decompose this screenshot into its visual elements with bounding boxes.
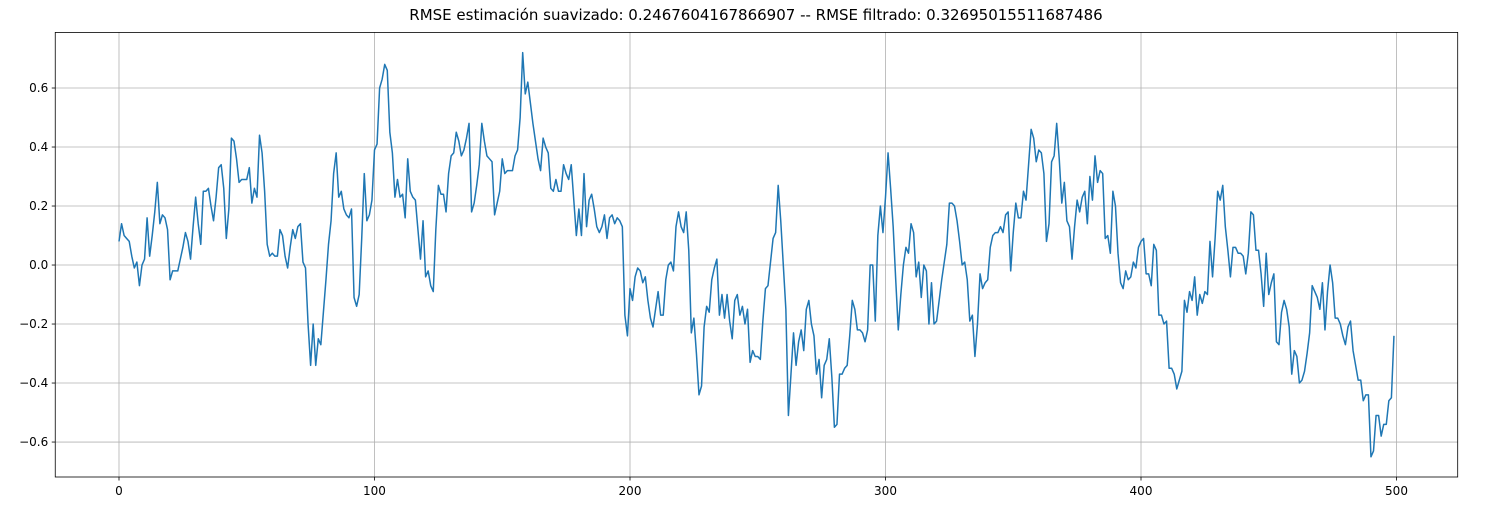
y-tick-label: −0.2 (19, 317, 48, 331)
y-tick-label: 0.0 (29, 258, 48, 272)
x-tick-label: 0 (115, 484, 123, 498)
y-tick-label: 0.2 (29, 199, 48, 213)
y-tick-label: 0.4 (29, 140, 48, 154)
x-tick-label: 500 (1385, 484, 1408, 498)
x-tick-label: 100 (363, 484, 386, 498)
data-line (118, 51, 1395, 458)
chart-title: RMSE estimación suavizado: 0.24676041678… (409, 6, 1102, 24)
y-tick-label: −0.4 (19, 376, 48, 390)
x-tick-label: 200 (619, 484, 642, 498)
y-tick-label: −0.6 (19, 435, 48, 449)
x-tick-label: 400 (1130, 484, 1153, 498)
x-tick-label: 300 (874, 484, 897, 498)
y-tick-label: 0.6 (29, 81, 48, 95)
plot-frame (54, 32, 1459, 478)
